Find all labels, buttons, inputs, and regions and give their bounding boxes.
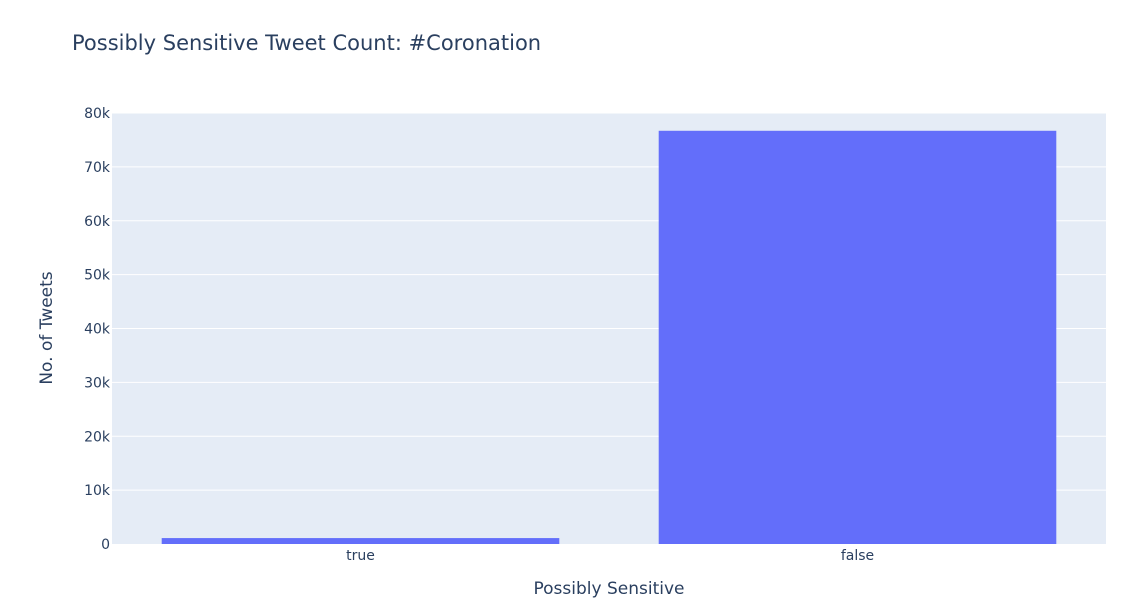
y-tick-label: 30k xyxy=(84,375,111,391)
y-axis-title: No. of Tweets xyxy=(37,271,57,384)
y-axis-tick-labels: 0 10k 20k 30k 40k 50k 60k 70k 80k xyxy=(84,106,111,553)
bars xyxy=(161,130,1057,544)
x-axis-tick-labels: true false xyxy=(346,548,874,564)
y-tick-label: 70k xyxy=(84,160,111,176)
y-tick-label: 60k xyxy=(84,214,111,230)
bar-false xyxy=(658,130,1057,544)
x-tick-label-true: true xyxy=(346,548,375,564)
x-tick-label-false: false xyxy=(841,548,874,564)
y-tick-label: 80k xyxy=(84,106,111,122)
bar-true xyxy=(161,538,560,544)
y-tick-label: 20k xyxy=(84,429,111,445)
y-tick-label: 40k xyxy=(84,322,111,338)
x-axis-title: Possibly Sensitive xyxy=(534,579,685,599)
chart-title: Possibly Sensitive Tweet Count: #Coronat… xyxy=(72,31,541,55)
y-tick-label: 50k xyxy=(84,268,111,284)
y-tick-label: 0 xyxy=(101,537,110,553)
y-tick-label: 10k xyxy=(84,483,111,499)
